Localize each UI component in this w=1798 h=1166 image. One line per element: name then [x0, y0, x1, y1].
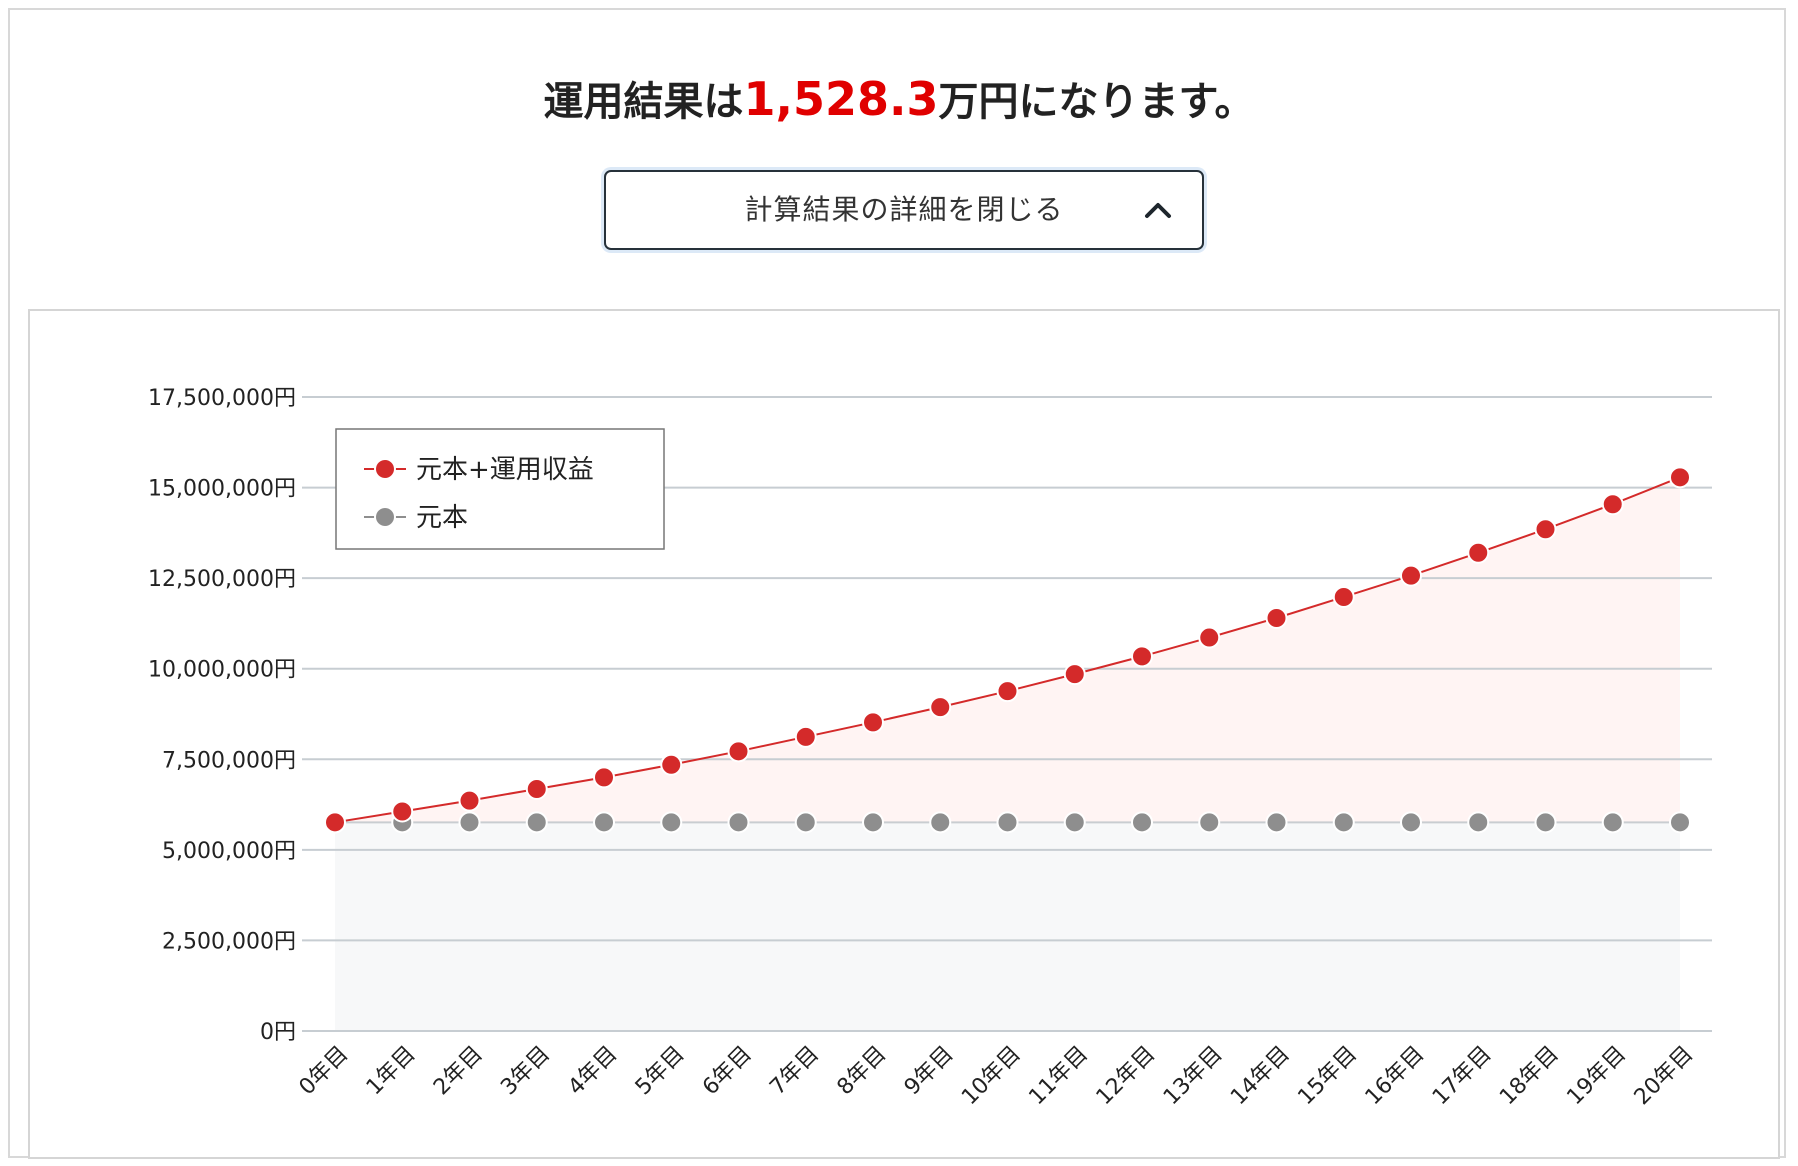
y-tick-label: 12,500,000円 [148, 567, 296, 592]
x-tick-label: 17年目 [1428, 1042, 1497, 1111]
principal-point [862, 811, 884, 834]
x-tick-label: 0年目 [295, 1042, 354, 1101]
principal-point [660, 811, 683, 834]
total-point [794, 725, 817, 748]
y-tick-label: 0円 [260, 1020, 296, 1045]
result-prefix: 運用結果は [543, 78, 744, 125]
principal-point [727, 811, 750, 834]
total-point [458, 789, 481, 812]
total-point [1669, 466, 1691, 489]
x-tick-label: 15年目 [1293, 1042, 1362, 1111]
x-tick-label: 10年目 [957, 1042, 1026, 1111]
principal-area [335, 822, 1680, 1031]
x-tick-label: 8年目 [833, 1042, 892, 1101]
x-tick-label: 1年目 [362, 1042, 421, 1101]
x-tick-label: 20年目 [1630, 1042, 1699, 1111]
close-details-label: 計算結果の詳細を閉じる [744, 193, 1064, 226]
x-tick-label: 11年目 [1024, 1042, 1093, 1111]
chevron-up-icon [1145, 203, 1171, 218]
x-tick-label: 5年目 [631, 1042, 690, 1101]
total-point [1332, 585, 1355, 608]
principal-point [929, 811, 952, 834]
total-point [929, 696, 952, 719]
principal-point [794, 811, 817, 834]
y-tick-label: 15,000,000円 [148, 477, 296, 502]
result-suffix: 万円になります。 [938, 78, 1255, 125]
total-point [1400, 564, 1422, 587]
total-point [660, 753, 683, 776]
x-tick-label: 6年目 [698, 1042, 757, 1101]
x-tick-label: 18年目 [1495, 1042, 1564, 1111]
total-point [862, 711, 884, 734]
x-tick-label: 19年目 [1562, 1042, 1631, 1111]
total-point [996, 680, 1019, 703]
x-tick-label: 9年目 [900, 1042, 959, 1101]
y-tick-label: 17,500,000円 [148, 386, 296, 411]
total-point [727, 740, 750, 763]
total-point [1198, 626, 1221, 649]
total-point [1131, 645, 1153, 668]
x-tick-label: 12年目 [1092, 1042, 1161, 1111]
total-point [324, 811, 346, 834]
y-tick-label: 2,500,000円 [162, 929, 296, 954]
principal-point [1601, 811, 1624, 834]
principal-point [525, 811, 548, 834]
total-point [1534, 518, 1557, 541]
close-details-button[interactable]: 計算結果の詳細を閉じる [604, 170, 1204, 250]
x-tick-label: 2年目 [429, 1042, 488, 1101]
principal-point [458, 811, 481, 834]
principal-point [1400, 811, 1422, 834]
principal-point [1534, 811, 1557, 834]
y-tick-label: 10,000,000円 [148, 658, 296, 683]
total-point [1601, 493, 1624, 516]
principal-point [1265, 811, 1288, 834]
x-tick-label: 13年目 [1159, 1042, 1228, 1111]
growth-chart: 0円 2,500,000円 5,000,000円 7,500,000円 10,000,0… [148, 386, 1712, 1111]
total-point [1265, 606, 1288, 629]
legend-label-principal: 元本 [416, 503, 468, 533]
total-point [1467, 541, 1490, 564]
chart-panel: 0円 2,500,000円 5,000,000円 7,500,000円 10,000,0… [28, 309, 1780, 1159]
principal-point [1131, 811, 1153, 834]
x-tick-label: 7年目 [765, 1042, 824, 1101]
total-point [593, 766, 615, 789]
legend-box [335, 428, 665, 550]
principal-point [1669, 811, 1691, 834]
total-point [1063, 663, 1086, 686]
x-tick-label: 4年目 [564, 1042, 623, 1101]
y-tick-label: 5,000,000円 [162, 839, 296, 864]
legend-label-total: 元本+運用収益 [416, 455, 594, 485]
principal-point [1467, 811, 1490, 834]
x-tick-label: 14年目 [1226, 1042, 1295, 1111]
principal-point [1063, 811, 1086, 834]
x-tick-label: 16年目 [1361, 1042, 1430, 1111]
principal-point [1198, 811, 1221, 834]
principal-point [996, 811, 1019, 834]
principal-point [1332, 811, 1355, 834]
result-value: 1,528.3 [743, 71, 939, 126]
principal-point [593, 811, 615, 834]
total-point [525, 777, 548, 800]
legend-marker-total [374, 458, 396, 480]
result-heading: 運用結果は1,528.3万円になります。 [0, 69, 1798, 127]
x-tick-label: 3年目 [496, 1042, 555, 1101]
legend-marker-principal [374, 506, 396, 528]
y-tick-label: 7,500,000円 [162, 748, 296, 773]
total-point [391, 800, 414, 823]
